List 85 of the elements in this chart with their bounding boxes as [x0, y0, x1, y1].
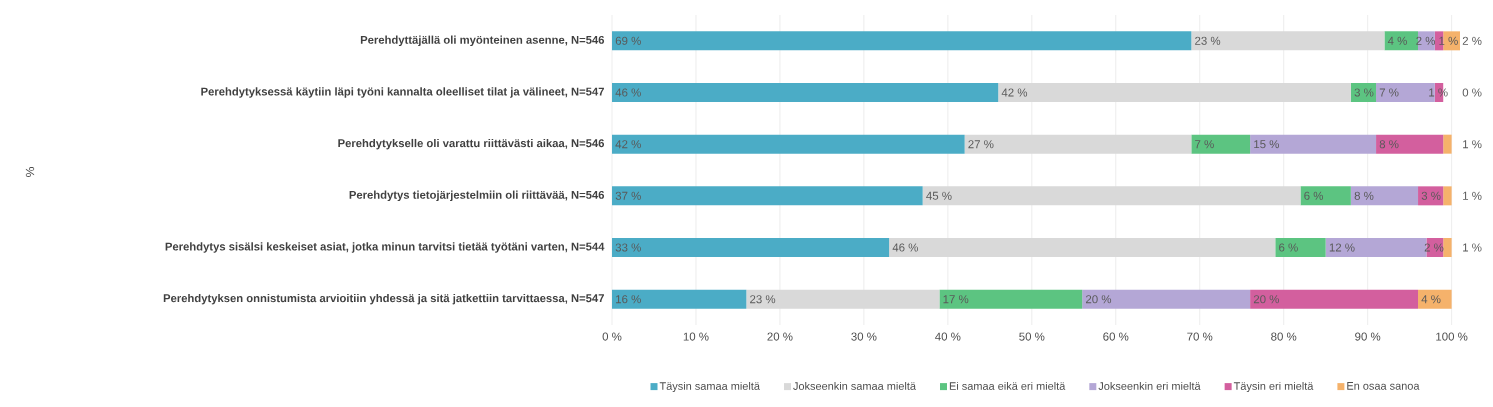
bar	[612, 186, 923, 206]
bar	[922, 186, 1301, 206]
data-label: 16 %	[616, 295, 641, 304]
bar	[1443, 134, 1452, 154]
bar	[612, 289, 747, 309]
data-label: 42 %	[1001, 88, 1028, 97]
bar	[1350, 83, 1377, 102]
x-tick-label: 40 %	[935, 332, 961, 341]
x-tick-label: 100 %	[1436, 332, 1468, 341]
x-tick-label: 60 %	[1103, 332, 1129, 341]
data-label: 0 %	[1462, 88, 1482, 97]
bar	[939, 289, 1083, 309]
bar	[1418, 289, 1452, 309]
x-tick-label: 0 %	[602, 332, 622, 341]
data-label: 69 %	[615, 36, 641, 45]
data-label: 1 %	[1463, 243, 1482, 252]
legend-label: Ei samaa eikä eri mieltä	[949, 381, 1066, 390]
legend-label: Jokseenkin eri mieltä	[1098, 381, 1201, 390]
data-label: 33 %	[615, 243, 641, 252]
data-label: 27 %	[968, 140, 994, 149]
bar	[1443, 238, 1452, 257]
bar	[1443, 31, 1461, 51]
bar	[612, 134, 965, 154]
data-label: 3 %	[1421, 191, 1441, 200]
x-tick-label: 90 %	[1355, 332, 1381, 341]
legend-label: Jokseenkin samaa mieltä	[793, 381, 916, 390]
bar	[964, 134, 1192, 154]
x-tick-label: 80 %	[1271, 332, 1297, 341]
data-label: 15 %	[1254, 140, 1280, 149]
y-tick-label: Perehdytyksessä käytiin läpi työni kannalta oleelliset tilat ja välineet, N=547	[201, 87, 604, 98]
data-label: 6 %	[1304, 191, 1324, 200]
bar	[1376, 134, 1444, 154]
legend-label: En osaa sanoa	[1347, 382, 1420, 390]
data-label: 1 %	[1463, 140, 1482, 149]
x-tick-label: 70 %	[1187, 332, 1213, 341]
data-label: 45 %	[926, 191, 952, 200]
x-tick-label: 20 %	[767, 332, 793, 341]
data-label: 20 %	[1085, 295, 1112, 304]
data-label: 2 %	[1462, 36, 1482, 45]
data-label: 4 %	[1387, 36, 1407, 45]
data-label: 46 %	[615, 88, 641, 97]
bar	[1376, 83, 1435, 102]
data-label: 8 %	[1354, 191, 1374, 200]
y-tick-label: Perehdyttäjällä oli myönteinen asenne, N=546	[360, 35, 605, 47]
bar	[746, 289, 940, 309]
bar	[1350, 186, 1419, 206]
data-label: 8 %	[1379, 140, 1399, 149]
x-tick-label: 30 %	[851, 332, 877, 341]
data-label: 3 %	[1354, 88, 1374, 97]
data-label: 7 %	[1379, 88, 1399, 97]
data-label: 6 %	[1279, 243, 1298, 252]
bar	[1418, 186, 1444, 206]
y-tick-label: Perehdytykselle oli varattu riittävästi aikaa, N=546	[338, 138, 605, 150]
data-label: 17 %	[943, 295, 969, 304]
bar	[1082, 289, 1251, 309]
y-tick-label: Perehdytyksen onnistumista arvioitiin yhdessä ja sitä jatkettiin tarvittaessa, N=547	[163, 293, 604, 305]
data-label: 20 %	[1253, 295, 1280, 304]
bar	[1250, 134, 1377, 154]
bar	[612, 238, 890, 257]
data-label: 12 %	[1329, 243, 1355, 252]
data-label: 1 %	[1463, 191, 1482, 200]
bar	[1275, 238, 1326, 257]
bar	[1191, 134, 1251, 154]
bar	[889, 238, 1276, 257]
bar	[1443, 186, 1452, 206]
bar	[612, 31, 1192, 51]
x-tick-label: 50 %	[1019, 332, 1045, 341]
bar	[1250, 289, 1419, 309]
data-label: 46 %	[892, 243, 919, 252]
x-tick-label: 10 %	[683, 332, 709, 341]
data-label: 42 %	[615, 140, 641, 149]
y-tick-label: Perehdytys sisälsi keskeiset asiat, jotka minun tarvitsi tietää työtäni varten, N=544	[165, 242, 605, 253]
legend-label: Täysin eri mieltä	[1233, 381, 1314, 393]
data-label: 7 %	[1195, 140, 1214, 149]
bar	[1191, 31, 1385, 51]
data-label: 23 %	[1195, 36, 1221, 45]
y-tick-label: Perehdytys tietojärjestelmiin oli riittävää, N=546	[349, 190, 605, 202]
data-label: 4 %	[1421, 295, 1441, 304]
bar	[998, 83, 1351, 102]
text: %	[25, 167, 35, 177]
bar	[612, 83, 999, 102]
data-label: 23 %	[750, 295, 776, 304]
bar	[1300, 186, 1351, 206]
data-label: 37 %	[615, 191, 641, 200]
legend-label: Täysin samaa mieltä	[659, 381, 760, 393]
